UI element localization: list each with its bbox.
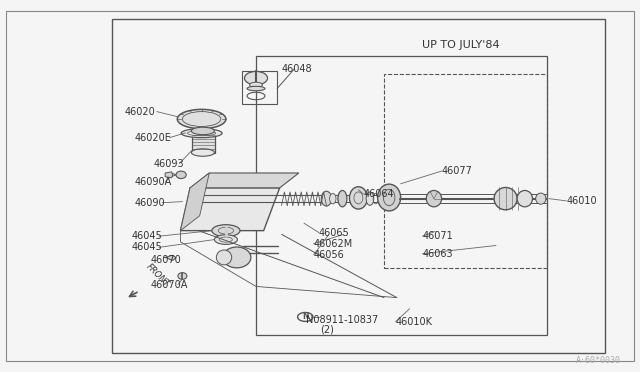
Bar [256,56,547,335]
Ellipse shape [191,127,214,135]
Text: 46064: 46064 [364,189,394,199]
Ellipse shape [426,190,442,207]
Ellipse shape [321,191,332,206]
Ellipse shape [536,193,546,204]
Text: N08911-10837: N08911-10837 [306,315,378,325]
Ellipse shape [216,250,232,265]
Ellipse shape [378,184,401,211]
Text: N: N [302,312,308,321]
Ellipse shape [244,71,268,85]
Text: (2): (2) [320,325,334,335]
Ellipse shape [181,129,222,138]
Text: FRONT: FRONT [144,262,171,288]
Ellipse shape [212,225,240,237]
Ellipse shape [366,192,374,205]
Bar [112,19,605,353]
Text: 46045: 46045 [131,231,162,241]
Text: 46090: 46090 [134,198,165,208]
Ellipse shape [349,187,367,209]
Text: 46065: 46065 [319,228,349,237]
Polygon shape [168,255,176,260]
Text: 46071: 46071 [422,231,453,241]
Text: 46070: 46070 [150,256,181,265]
Bar [192,131,215,153]
Text: 46063: 46063 [422,249,453,259]
Text: UP TO JULY'84: UP TO JULY'84 [422,40,500,49]
Ellipse shape [223,247,251,268]
Ellipse shape [517,190,532,207]
Text: 46048: 46048 [282,64,312,74]
Text: 46045: 46045 [131,243,162,252]
Polygon shape [180,188,280,231]
Ellipse shape [338,190,347,207]
Text: 46070A: 46070A [150,280,188,289]
Text: 46010: 46010 [566,196,597,206]
Ellipse shape [191,149,214,156]
Text: 46020E: 46020E [134,133,172,142]
Text: 46020: 46020 [125,107,156,116]
Bar [384,74,547,268]
Text: 46090A: 46090A [134,177,172,187]
Text: A·60*0030: A·60*0030 [576,356,621,365]
Polygon shape [165,172,173,178]
Text: 46010K: 46010K [396,317,433,327]
Ellipse shape [176,171,186,179]
Ellipse shape [214,235,237,244]
Ellipse shape [178,273,187,279]
Ellipse shape [250,82,262,87]
Text: 46077: 46077 [442,166,472,176]
Polygon shape [180,173,209,231]
Text: 46093: 46093 [154,159,184,169]
Ellipse shape [247,86,265,91]
Ellipse shape [330,193,336,204]
Polygon shape [190,173,299,188]
Bar [242,71,277,104]
Text: 46056: 46056 [314,250,344,260]
Ellipse shape [177,109,226,129]
Ellipse shape [494,187,517,210]
Text: 46062M: 46062M [314,239,353,248]
